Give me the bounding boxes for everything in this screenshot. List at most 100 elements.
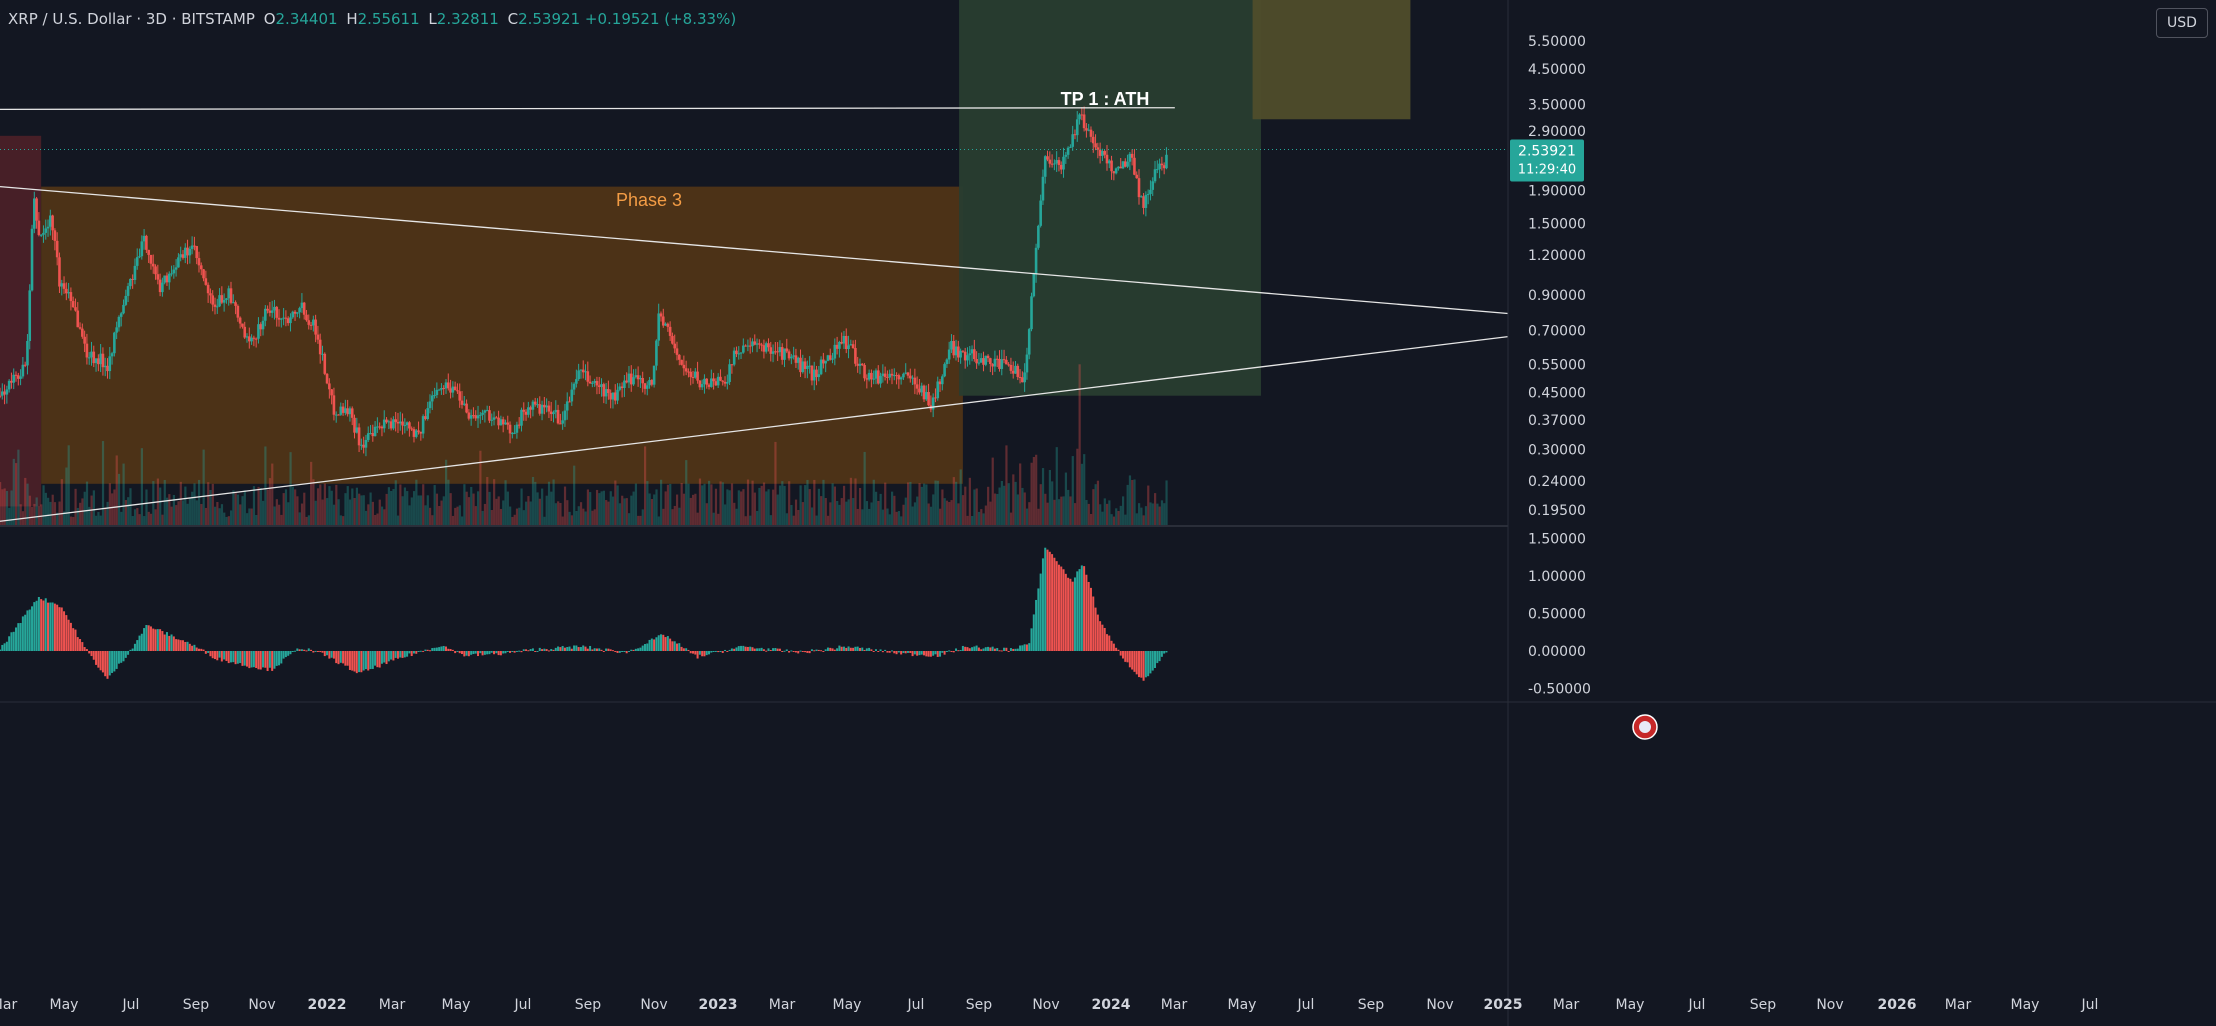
histogram-bar (618, 651, 621, 653)
volume-bar (1030, 462, 1033, 525)
volume-bar (884, 482, 887, 525)
volume-bar (63, 511, 66, 525)
candle (1096, 147, 1100, 150)
volume-bar (275, 499, 278, 525)
histogram-bar (67, 619, 70, 651)
histogram-bar (694, 651, 697, 655)
indicator-tick-label: 0.50000 (1528, 607, 1586, 623)
candle (767, 343, 770, 348)
histogram-bar (1021, 645, 1024, 651)
candle (833, 344, 837, 359)
candle (895, 375, 898, 377)
histogram-bar (598, 648, 601, 651)
volume-bar (1112, 516, 1116, 525)
histogram-bar (396, 651, 399, 659)
candle (360, 444, 363, 446)
volume-bar (920, 486, 923, 525)
histogram-bar (470, 651, 473, 655)
time-tick-label: 2025 (1484, 997, 1523, 1013)
volume-bar (996, 493, 999, 525)
candle (1126, 161, 1129, 167)
histogram-bar (262, 651, 265, 668)
histogram-bar (1128, 651, 1131, 668)
zone-orange (41, 186, 963, 484)
candle (639, 378, 642, 380)
volume-bar (252, 486, 256, 525)
volume-bar (1131, 480, 1134, 525)
volume-bar (568, 511, 571, 525)
candle (817, 374, 821, 378)
histogram-bar (1080, 565, 1083, 651)
volume-bar (408, 505, 411, 525)
volume-bar (566, 500, 569, 525)
volume-bar (296, 496, 299, 525)
candle (3, 391, 6, 395)
candle (117, 316, 121, 328)
candle (792, 355, 795, 357)
histogram-bar (536, 651, 539, 652)
candle (787, 351, 791, 359)
histogram-bar (184, 641, 187, 651)
candle (908, 375, 912, 379)
histogram-bar (241, 651, 244, 666)
candle (78, 327, 82, 329)
volume-bar (987, 486, 990, 525)
histogram-bar (35, 600, 38, 651)
histogram-bar (689, 651, 692, 654)
histogram-bar (85, 649, 88, 651)
histogram-bar (568, 646, 571, 651)
histogram-bar (417, 651, 420, 652)
histogram-bar (1044, 547, 1047, 651)
time-tick-label: Sep (183, 997, 210, 1013)
histogram-bar (984, 647, 987, 651)
histogram-bar (486, 651, 489, 655)
histogram-bar (53, 603, 56, 651)
volume-bar (618, 503, 622, 525)
candle (835, 344, 839, 349)
candle (810, 365, 814, 381)
histogram-bar (955, 648, 958, 651)
histogram-bar (749, 646, 752, 651)
histogram-bar (545, 649, 548, 651)
currency-button[interactable]: USD (2156, 8, 2208, 38)
volume-bar (403, 487, 407, 525)
time-tick-label: Nov (1426, 997, 1453, 1013)
candle (497, 417, 500, 426)
histogram-bar (696, 651, 699, 659)
candle (913, 377, 917, 385)
histogram-bar (197, 648, 200, 651)
volume-bar (765, 491, 768, 525)
candle (591, 382, 594, 384)
candle (199, 265, 203, 270)
volume-bar (1135, 513, 1138, 525)
volume-bar (918, 483, 921, 525)
candle (1137, 178, 1141, 198)
histogram-bar (42, 600, 45, 651)
histogram-bar (868, 647, 871, 651)
candle (1091, 136, 1095, 144)
histogram-bar (124, 651, 127, 658)
histogram-bar (358, 651, 361, 673)
volume-bar (88, 506, 91, 525)
candle (1146, 193, 1150, 195)
histogram-bar (728, 649, 731, 651)
candle (113, 332, 116, 354)
volume-bar (449, 493, 452, 525)
volume-bar (515, 508, 519, 525)
histogram-bar (1000, 650, 1003, 652)
histogram-bar (616, 651, 619, 653)
volume-bar (934, 480, 937, 525)
volume-bar (902, 504, 905, 525)
histogram-bar (783, 650, 786, 652)
candle (376, 426, 379, 428)
candle (428, 401, 432, 409)
histogram-bar (877, 651, 880, 652)
volume-bar (742, 489, 745, 525)
histogram-bar (8, 636, 11, 651)
histogram-bar (1019, 645, 1022, 651)
candle (238, 317, 242, 324)
volume-bar (728, 490, 731, 525)
histogram-bar (5, 641, 8, 651)
